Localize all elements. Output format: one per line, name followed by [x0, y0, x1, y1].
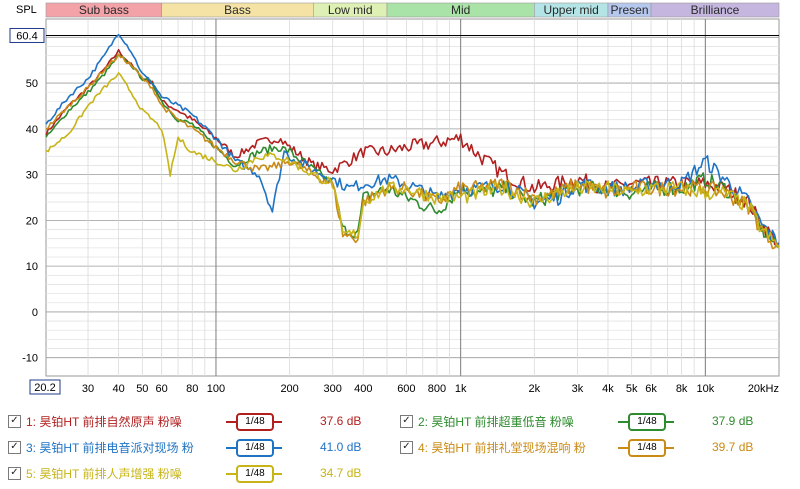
legend-series-name: 4: 昊铂HT 前排礼堂现场混响 粉	[418, 440, 586, 455]
smoothing-value: 1/48	[236, 413, 274, 431]
y-axis-label: SPL	[16, 4, 37, 16]
series-level-readout: 37.6 dB	[320, 414, 362, 428]
series-visibility-checkbox[interactable]: ✓	[8, 466, 21, 480]
y-tick-label: 20	[26, 215, 38, 227]
x-tick-label: 5k	[626, 383, 638, 395]
smoothing-selector[interactable]: 1/48	[618, 439, 674, 457]
cursor-readout: 60.4	[16, 30, 37, 42]
y-tick-label: 40	[26, 124, 38, 136]
series-visibility-checkbox[interactable]: ✓	[8, 414, 21, 428]
band-label: Presen	[610, 3, 648, 17]
x-tick-label: 400	[354, 383, 372, 395]
smoothing-value: 1/48	[236, 465, 274, 483]
band-label: Bass	[224, 3, 251, 17]
band-brilliance	[650, 2, 780, 18]
series-level-readout: 41.0 dB	[320, 440, 362, 454]
legend: ✓ 1: 昊铂HT 前排自然原声 粉噪 1/48 37.6 dB ✓ 2: 昊铂HT 前排…	[0, 405, 800, 489]
series-visibility-checkbox[interactable]: ✓	[8, 440, 21, 454]
y-axis-ticks: 50 40 30 20 10 0 -10	[22, 78, 38, 365]
band-label: Brilliance	[691, 3, 740, 17]
x-tick-label: 800	[428, 383, 446, 395]
series-layer	[45, 33, 780, 250]
x-tick-label: 80	[186, 383, 198, 395]
plot-area[interactable]	[45, 18, 780, 377]
band-label: Sub bass	[79, 3, 129, 17]
smoothing-value: 1/48	[628, 413, 666, 431]
x-tick-label: 3k	[572, 383, 584, 395]
x-tick-label: 50	[136, 383, 148, 395]
legend-series-name: 3: 昊铂HT 前排电音派对现场 粉	[26, 440, 194, 455]
x-tick-label: 20kHz	[748, 383, 779, 395]
legend-item-2: ✓ 2: 昊铂HT 前排超重低音 粉噪	[400, 411, 574, 431]
band-label: Mid	[451, 3, 470, 17]
x-start-readout: 20.2	[34, 382, 55, 394]
smoothing-value: 1/48	[236, 439, 274, 457]
band-label: Upper mid	[543, 3, 598, 17]
frequency-band-bar: Sub bass Bass Low mid Mid Upper mid Presen Bri…	[45, 2, 780, 18]
smoothing-selector[interactable]: 1/48	[226, 465, 282, 483]
smoothing-selector[interactable]: 1/48	[226, 439, 282, 457]
x-tick-label: 100	[207, 383, 225, 395]
band-label: Low mid	[328, 3, 373, 17]
series-level-readout: 37.9 dB	[712, 414, 754, 428]
series-level-readout: 39.7 dB	[712, 440, 754, 454]
legend-item-4: ✓ 4: 昊铂HT 前排礼堂现场混响 粉	[400, 437, 586, 457]
x-tick-label: 6k	[645, 383, 657, 395]
x-tick-label: 8k	[676, 383, 688, 395]
y-tick-label: 30	[26, 170, 38, 182]
legend-item-1: ✓ 1: 昊铂HT 前排自然原声 粉噪	[8, 411, 182, 431]
y-tick-label: 50	[26, 78, 38, 90]
legend-series-name: 1: 昊铂HT 前排自然原声 粉噪	[26, 414, 182, 429]
smoothing-selector[interactable]: 1/48	[226, 413, 282, 431]
series-visibility-checkbox[interactable]: ✓	[400, 414, 413, 428]
x-start-readout-box	[29, 379, 61, 395]
x-tick-label: 1k	[455, 383, 467, 395]
smoothing-value: 1/48	[628, 439, 666, 457]
series-line-5	[45, 72, 780, 249]
x-axis-ticks: 30 40 50 60 80 100 200 300 400 600 800 1k 2k 3k 4k 5k 6k…	[82, 383, 779, 395]
legend-series-name: 2: 昊铂HT 前排超重低音 粉噪	[418, 414, 574, 429]
x-tick-label: 60	[156, 383, 168, 395]
x-tick-label: 10k	[696, 383, 714, 395]
series-line-1	[45, 48, 780, 246]
x-tick-label: 30	[82, 383, 94, 395]
cursor-readout-box	[9, 27, 45, 43]
legend-item-5: ✓ 5: 昊铂HT 前排人声增强 粉噪	[8, 463, 182, 483]
legend-item-3: ✓ 3: 昊铂HT 前排电音派对现场 粉	[8, 437, 194, 457]
x-tick-label: 40	[112, 383, 124, 395]
legend-series-name: 5: 昊铂HT 前排人声增强 粉噪	[26, 466, 182, 481]
x-tick-label: 200	[280, 383, 298, 395]
y-tick-label: -10	[22, 353, 38, 365]
x-tick-label: 300	[324, 383, 342, 395]
y-tick-label: 0	[32, 307, 38, 319]
smoothing-selector[interactable]: 1/48	[618, 413, 674, 431]
spl-chart[interactable]: Sub bass Bass Low mid Mid Upper mid Presen Bri…	[0, 0, 800, 405]
x-tick-label: 4k	[602, 383, 614, 395]
series-visibility-checkbox[interactable]: ✓	[400, 440, 413, 454]
y-tick-label: 10	[26, 261, 38, 273]
x-tick-label: 2k	[529, 383, 541, 395]
x-tick-label: 600	[397, 383, 415, 395]
series-level-readout: 34.7 dB	[320, 466, 362, 480]
